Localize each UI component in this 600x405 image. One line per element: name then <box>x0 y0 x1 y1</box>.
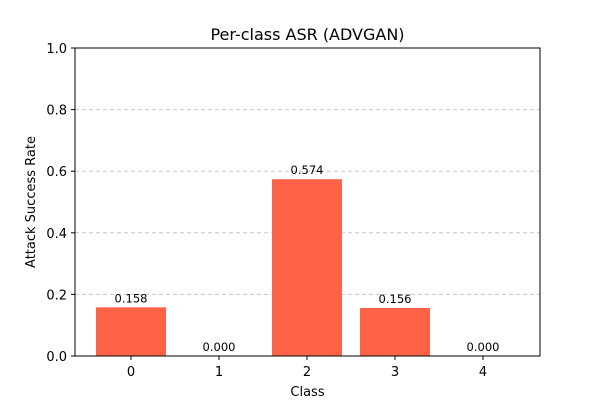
y-tick-label: 0.0 <box>46 350 67 365</box>
x-tick-label: 0 <box>127 365 135 380</box>
bar-value-label: 0.158 <box>115 291 148 305</box>
bar-value-label: 0.000 <box>203 340 236 354</box>
bars <box>96 179 430 356</box>
x-tick-label: 1 <box>215 365 223 380</box>
x-tick-label: 3 <box>391 365 399 380</box>
bar-class-0 <box>96 307 166 356</box>
x-axis-label: Class <box>290 385 324 400</box>
chart-title: Per-class ASR (ADVGAN) <box>210 25 404 44</box>
bar-value-label: 0.574 <box>291 163 324 177</box>
bar-class-2 <box>272 179 342 356</box>
bar-class-3 <box>360 307 430 356</box>
x-tick-label: 2 <box>303 365 311 380</box>
y-tick-label: 1.0 <box>46 42 67 57</box>
x-axis-ticks: 0 1 2 3 4 <box>127 356 487 380</box>
bar-value-label: 0.156 <box>379 292 412 306</box>
y-tick-label: 0.8 <box>46 104 67 119</box>
y-tick-label: 0.4 <box>46 227 67 242</box>
bar-value-label: 0.000 <box>467 340 500 354</box>
bar-value-labels: 0.158 0.000 0.574 0.156 0.000 <box>115 163 500 354</box>
y-tick-label: 0.6 <box>46 165 67 180</box>
y-axis-ticks: 0.0 0.2 0.4 0.6 0.8 1.0 <box>46 42 75 365</box>
x-tick-label: 4 <box>479 365 487 380</box>
y-tick-label: 0.2 <box>46 288 67 303</box>
y-axis-label: Attack Success Rate <box>24 136 39 268</box>
